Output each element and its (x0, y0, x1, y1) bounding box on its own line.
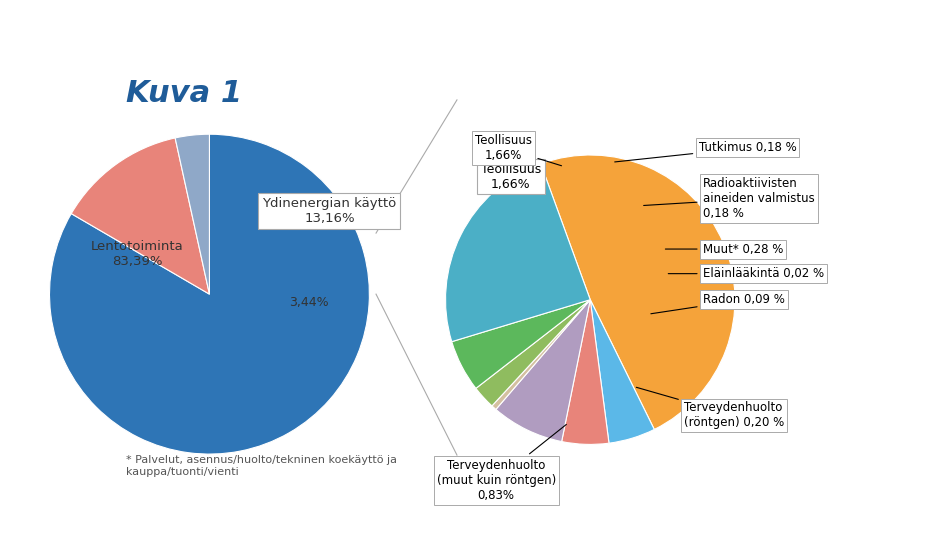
Text: Radioaktiivisten
aineiden valmistus
0,18 %: Radioaktiivisten aineiden valmistus 0,18… (644, 177, 815, 220)
Text: Teollisuus
1,66%: Teollisuus 1,66% (481, 163, 541, 191)
Text: 3,44%: 3,44% (288, 296, 328, 309)
Text: Terveydenhuolto
(röntgen) 0,20 %: Terveydenhuolto (röntgen) 0,20 % (636, 387, 784, 430)
Text: Kuva 1: Kuva 1 (127, 79, 243, 108)
Wedge shape (452, 300, 590, 388)
Wedge shape (496, 300, 590, 442)
Wedge shape (590, 300, 654, 443)
Text: Ydinenergian käyttö
13,16%: Ydinenergian käyttö 13,16% (262, 197, 397, 225)
Text: Teollisuus
1,66%: Teollisuus 1,66% (475, 134, 562, 166)
Text: Radon 0,09 %: Radon 0,09 % (651, 293, 785, 314)
Text: Tutkimus 0,18 %: Tutkimus 0,18 % (615, 142, 797, 162)
Text: Eläinlääkintä 0,02 %: Eläinlääkintä 0,02 % (668, 267, 824, 280)
Wedge shape (476, 300, 590, 406)
Text: * Palvelut, asennus/huolto/tekninen koekäyttö ja
kauppa/tuonti/vienti: * Palvelut, asennus/huolto/tekninen koek… (127, 455, 397, 477)
Wedge shape (71, 138, 209, 294)
Text: Muut* 0,28 %: Muut* 0,28 % (665, 243, 783, 255)
Wedge shape (446, 164, 590, 342)
Text: Terveydenhuolto
(muut kuin röntgen)
0,83%: Terveydenhuolto (muut kuin röntgen) 0,83… (437, 425, 566, 502)
Wedge shape (492, 300, 590, 410)
Wedge shape (562, 300, 609, 445)
Text: Lentotoiminta
83,39%: Lentotoiminta 83,39% (91, 240, 184, 268)
Wedge shape (50, 134, 369, 454)
Wedge shape (541, 155, 735, 430)
Wedge shape (175, 134, 209, 294)
